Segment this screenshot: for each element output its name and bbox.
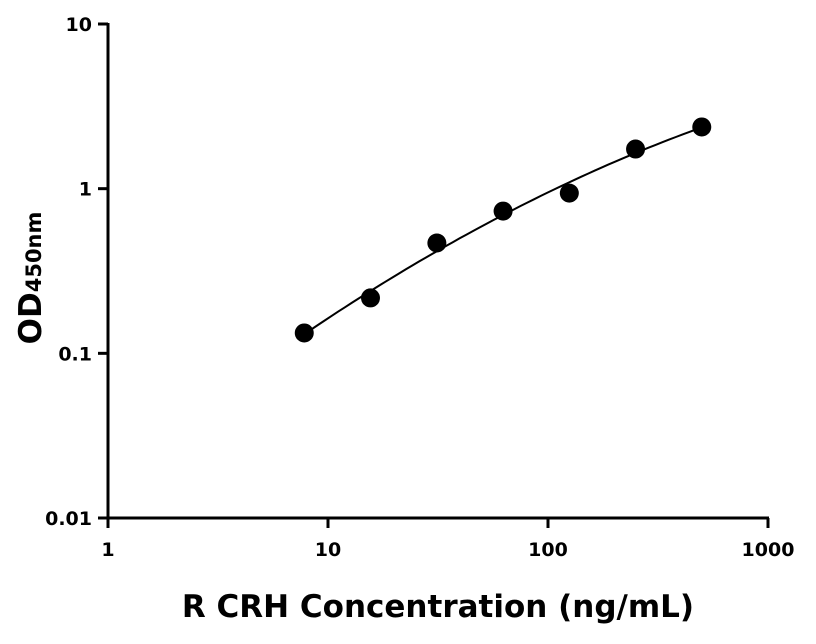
y-tick-label: 1 [79, 179, 92, 201]
y-axis-label-subscript: 450nm [22, 212, 46, 293]
data-point [559, 183, 579, 203]
x-tick-label: 10 [315, 539, 341, 561]
data-point [360, 288, 380, 308]
y-axis-label: OD450nm [13, 212, 49, 345]
data-points [294, 117, 712, 343]
y-axis-label-main: OD [13, 292, 49, 344]
y-tick-label: 10 [66, 14, 92, 36]
data-point [626, 139, 646, 159]
x-axis-label: R CRH Concentration (ng/mL) [182, 589, 694, 625]
data-point [427, 233, 447, 253]
y-tick-label: 0.01 [45, 508, 92, 530]
axes: 1 10 100 1000 0.01 0.1 1 10 [45, 14, 794, 561]
data-point [294, 323, 314, 343]
fit-curve [297, 125, 704, 340]
x-tick-label: 1000 [742, 539, 795, 561]
x-tick-label: 1 [101, 539, 114, 561]
x-tick-label: 100 [528, 539, 568, 561]
y-tick-label: 0.1 [58, 343, 92, 365]
data-point [493, 201, 513, 221]
data-point [692, 117, 712, 137]
